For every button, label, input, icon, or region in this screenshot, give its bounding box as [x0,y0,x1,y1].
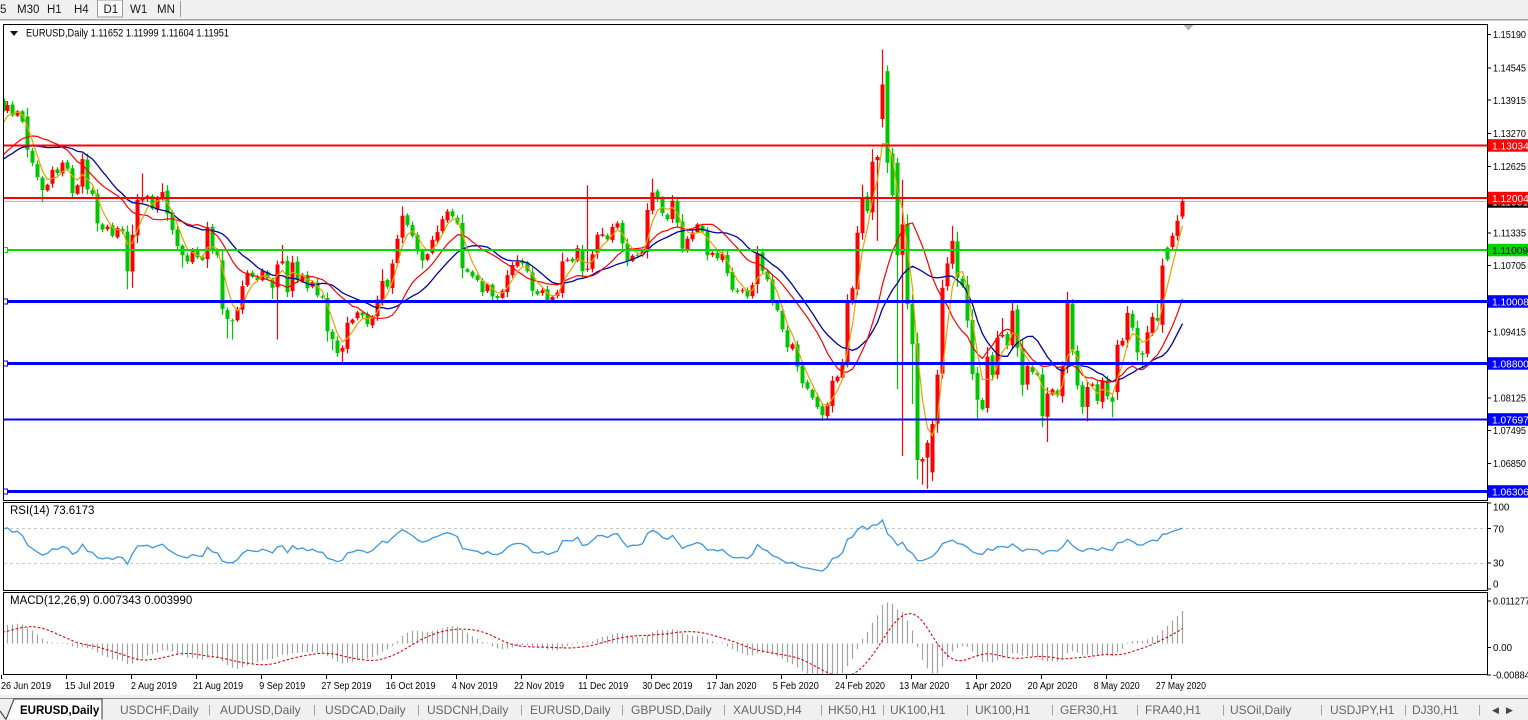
svg-text:|: | [882,704,885,716]
svg-text:11 Dec 2019: 11 Dec 2019 [578,681,628,692]
svg-text:FRA40,H1: FRA40,H1 [1145,703,1201,717]
svg-text:22 Nov 2019: 22 Nov 2019 [514,681,564,692]
svg-text:USDCHF,Daily: USDCHF,Daily [120,703,199,717]
svg-text:EURUSD,Daily: EURUSD,Daily [530,703,611,717]
svg-text:1.06850: 1.06850 [1493,459,1527,470]
svg-text:24 Feb 2020: 24 Feb 2020 [835,681,885,692]
svg-text:5: 5 [0,4,6,16]
svg-text:1.11335: 1.11335 [1493,229,1527,240]
svg-text:1.07495: 1.07495 [1493,426,1527,437]
svg-text:1.13915: 1.13915 [1493,96,1527,107]
svg-text:30 Dec 2019: 30 Dec 2019 [642,681,692,692]
svg-text:1.10705: 1.10705 [1493,261,1527,272]
svg-text:27 Sep 2019: 27 Sep 2019 [321,681,371,692]
svg-text:1.12004: 1.12004 [1492,194,1528,205]
svg-text:1.09415: 1.09415 [1493,327,1527,338]
svg-text:1.06306: 1.06306 [1492,487,1528,498]
svg-text:|: | [1051,704,1054,716]
svg-text:MN: MN [157,4,175,16]
svg-text:-0.00884: -0.00884 [1493,671,1528,682]
svg-text:|: | [1478,704,1481,716]
svg-text:W1: W1 [130,4,147,16]
svg-text:|: | [1320,704,1323,716]
svg-text:USDCAD,Daily: USDCAD,Daily [325,703,406,717]
svg-text:◀: ◀ [1492,705,1499,715]
svg-text:UK100,H1: UK100,H1 [975,703,1031,717]
svg-text:|: | [1136,704,1139,716]
svg-text:USDJPY,H1: USDJPY,H1 [1330,703,1395,717]
svg-text:16 Oct 2019: 16 Oct 2019 [386,681,436,692]
svg-text:9 Sep 2019: 9 Sep 2019 [259,681,305,692]
svg-text:20 Apr 2020: 20 Apr 2020 [1028,681,1078,692]
svg-text:XAUUSD,H4: XAUUSD,H4 [733,703,802,717]
svg-text:0.00: 0.00 [1493,643,1513,654]
svg-text:0: 0 [1493,580,1499,591]
svg-text:DJ30,H1: DJ30,H1 [1412,703,1459,717]
svg-text:1.14545: 1.14545 [1493,63,1527,74]
svg-text:26 Jun 2019: 26 Jun 2019 [1,681,51,692]
svg-text:4 Nov 2019: 4 Nov 2019 [452,681,498,692]
svg-text:100: 100 [1493,503,1510,514]
svg-text:17 Jan 2020: 17 Jan 2020 [707,681,757,692]
svg-text:USOil,Daily: USOil,Daily [1230,703,1291,717]
svg-text:|: | [520,704,523,716]
svg-text:|: | [966,704,969,716]
svg-text:2 Aug 2019: 2 Aug 2019 [131,681,177,692]
svg-text:1.12625: 1.12625 [1493,162,1527,173]
svg-text:|: | [208,704,211,716]
svg-text:8 May 2020: 8 May 2020 [1094,681,1140,692]
svg-text:|: | [621,704,624,716]
svg-text:USDCNH,Daily: USDCNH,Daily [427,703,508,717]
svg-text:▶: ▶ [1506,705,1513,715]
svg-text:15 Jul 2019: 15 Jul 2019 [65,681,115,692]
svg-text:1.10008: 1.10008 [1492,297,1528,308]
svg-text:21 Aug 2019: 21 Aug 2019 [193,681,243,692]
svg-text:GBPUSD,Daily: GBPUSD,Daily [631,703,712,717]
svg-text:EURUSD,Daily 1.11652 1.11999: EURUSD,Daily 1.11652 1.11999 1.11604 1.1… [26,28,229,40]
svg-text:GER30,H1: GER30,H1 [1060,703,1118,717]
svg-text:M30: M30 [17,4,39,16]
svg-text:70: 70 [1493,524,1504,535]
svg-text:AUDUSD,Daily: AUDUSD,Daily [220,703,301,717]
svg-text:|: | [820,704,823,716]
svg-text:MACD(12,26,9) 0.007343 0.00399: MACD(12,26,9) 0.007343 0.003990 [10,595,192,607]
svg-text:1.13270: 1.13270 [1493,129,1527,140]
svg-text:1.11009: 1.11009 [1492,246,1528,257]
svg-text:RSI(14) 73.6173: RSI(14) 73.6173 [10,505,94,517]
svg-text:1 Apr 2020: 1 Apr 2020 [965,681,1011,692]
svg-text:EURUSD,Daily: EURUSD,Daily [20,705,100,717]
svg-text:13 Mar 2020: 13 Mar 2020 [899,681,949,692]
svg-text:1.07697: 1.07697 [1492,415,1528,426]
svg-text:1.08125: 1.08125 [1493,394,1527,405]
svg-text:1.13034: 1.13034 [1492,141,1528,152]
svg-text:5 Feb 2020: 5 Feb 2020 [773,681,819,692]
svg-text:|: | [723,704,726,716]
svg-text:|: | [417,704,420,716]
svg-text:|: | [1404,704,1407,716]
svg-text:|: | [1222,704,1225,716]
svg-text:|: | [313,704,316,716]
svg-text:H4: H4 [74,4,89,16]
svg-text:UK100,H1: UK100,H1 [890,703,946,717]
svg-text:1.08800: 1.08800 [1492,359,1528,370]
svg-text:HK50,H1: HK50,H1 [828,703,877,717]
svg-text:D1: D1 [104,4,119,16]
svg-text:30: 30 [1493,559,1504,570]
svg-text:0.011277: 0.011277 [1493,597,1528,608]
svg-text:27 May 2020: 27 May 2020 [1156,681,1206,692]
svg-text:1.15190: 1.15190 [1493,30,1527,41]
svg-text:H1: H1 [47,4,62,16]
